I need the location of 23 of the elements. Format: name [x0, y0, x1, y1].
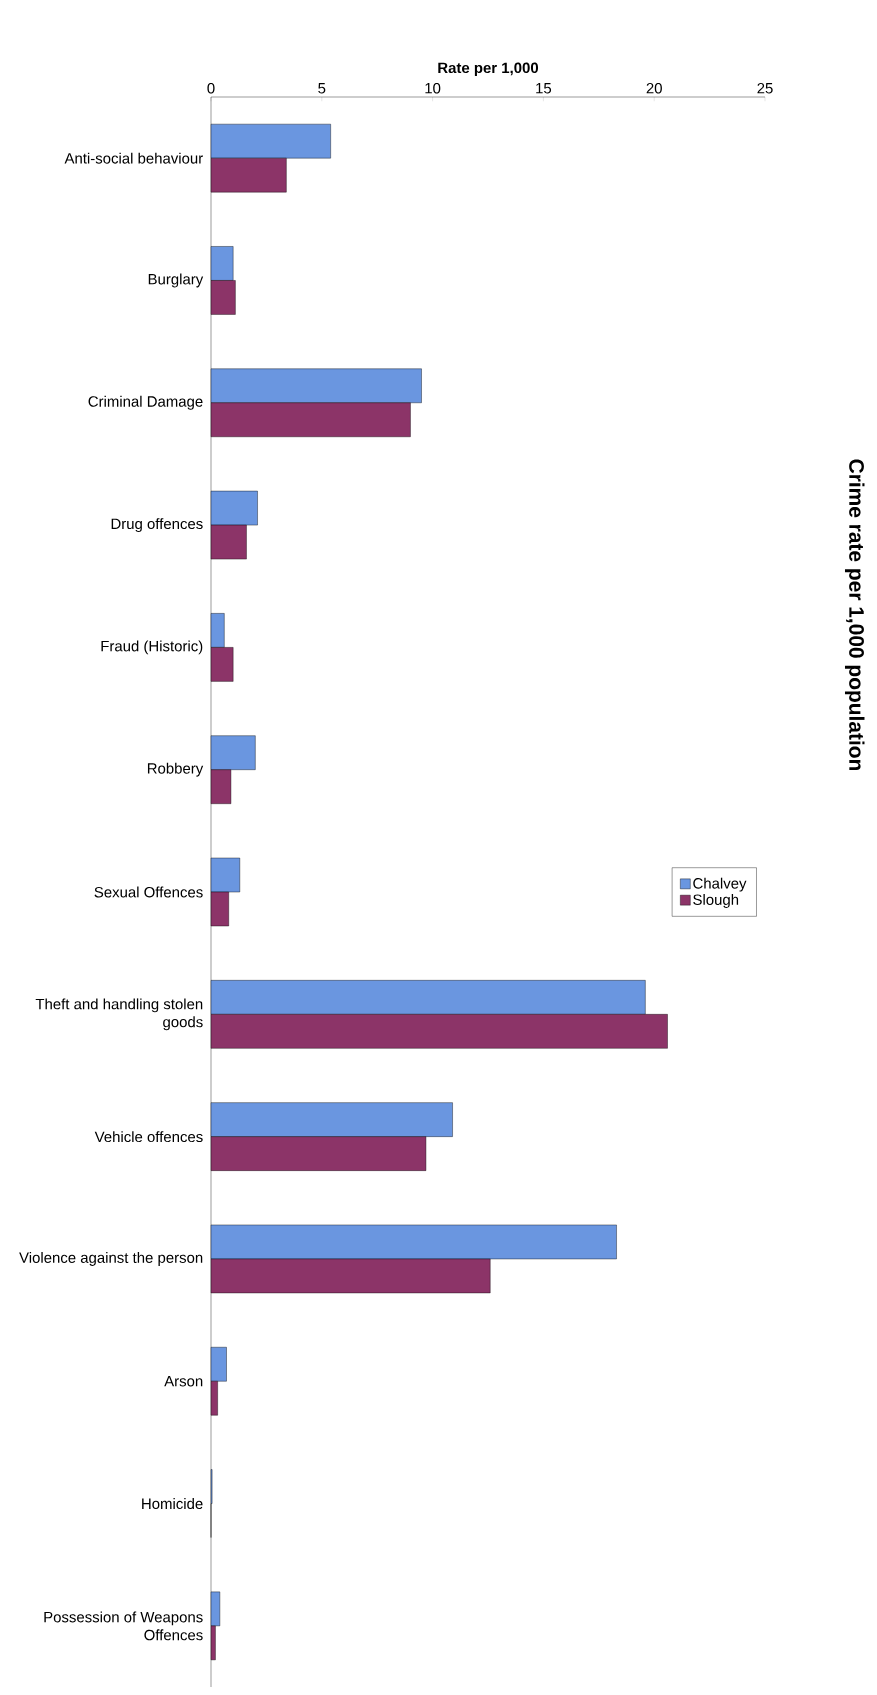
y-tick-label: Homicide [142, 1498, 203, 1510]
x-tick-label: 5 [318, 83, 326, 94]
y-tick-label: Arson [164, 1376, 203, 1387]
x-tick-label: 20 [646, 82, 662, 94]
y-tick-label: Burglary [148, 273, 204, 288]
y-tick-label: Violence against the person [19, 1251, 203, 1266]
y-tick-label: Possession of Weapons Offences [44, 1611, 203, 1641]
x-tick-label: 25 [757, 82, 773, 94]
y-tick-label: Sexual Offences [94, 886, 203, 898]
y-tick-label: Anti-social behaviour [64, 152, 203, 164]
x-tick-label: 0 [207, 82, 215, 94]
text: Crime rate per 1,000 population [844, 459, 865, 771]
y-tick-label: Criminal Damage [88, 395, 203, 410]
y-tick-label: Vehicle offences [94, 1131, 203, 1143]
x-tick-label: 15 [536, 83, 552, 94]
legend-label: Chalvey [693, 877, 747, 892]
y-tick-label: Fraud (Historic) [101, 640, 203, 655]
y-tick-label: Theft and handling stolen goods [35, 998, 203, 1031]
y-tick-label: Robbery [147, 762, 204, 777]
x-tick-label: 10 [425, 82, 441, 94]
y-tick-label: Drug offences [111, 518, 203, 533]
legend-label: Slough [693, 894, 739, 908]
x-axis-title: Rate per 1,000 [438, 62, 539, 77]
